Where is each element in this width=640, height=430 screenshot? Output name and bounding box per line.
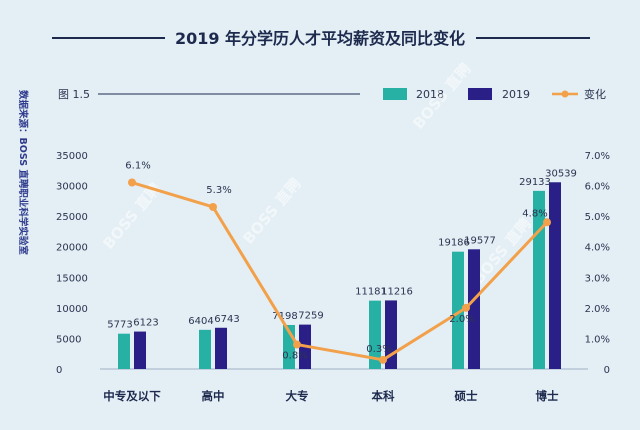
y-axis-left: 0 5000 10000 15000 20000 25000 30000 35000	[56, 151, 88, 376]
y-right-tick-label: 0	[604, 365, 610, 376]
y-right-tick-label: 4.0%	[585, 243, 610, 254]
y-right-tick-label: 7.0%	[585, 151, 610, 162]
change-value-label: 2.0%	[449, 314, 474, 325]
category-label: 大专	[286, 389, 309, 403]
bar-value-label-2019: 19577	[464, 235, 496, 246]
bar-2018	[199, 329, 211, 369]
category-labels-group: 中专及以下 高中 大专 本科 硕士 博士	[103, 389, 559, 403]
bar-2019	[468, 249, 480, 369]
change-value-label: 5.3%	[206, 185, 231, 196]
category-label: 中专及以下	[103, 389, 161, 403]
bar-value-label-2018: 6404	[188, 316, 213, 327]
category-label: 硕士	[455, 389, 478, 403]
change-value-label: 0.8%	[282, 351, 307, 362]
change-point	[128, 178, 136, 187]
category-label: 本科	[372, 389, 395, 403]
chart-title: 2019 年分学历人才平均薪资及同比变化	[175, 29, 465, 48]
bar-2019	[134, 331, 146, 369]
bar-value-label-2018: 29133	[519, 177, 551, 188]
legend: 2018 2019 变化	[383, 87, 606, 101]
category-label: 高中	[202, 389, 225, 403]
y-left-tick-label: 20000	[56, 243, 88, 254]
figure-label: 图 1.5	[58, 88, 90, 101]
change-point	[209, 202, 217, 211]
legend-label-2018: 2018	[416, 88, 444, 101]
bar-2019	[549, 182, 561, 369]
change-line	[131, 181, 549, 362]
change-value-label: 0.3%	[366, 344, 391, 355]
change-line-group: 6.1% 5.3% 0.8% 0.3% 2.0% 4.8%	[125, 161, 551, 364]
bar-value-label-2018: 7198	[272, 311, 297, 322]
legend-marker-change	[561, 90, 569, 98]
watermark: BOSS 直聘	[239, 174, 304, 247]
bar-value-label-2018: 5773	[107, 320, 132, 331]
legend-swatch-2018	[383, 88, 407, 100]
bar-value-label-2018: 19186	[438, 238, 470, 249]
y-left-tick-label: 30000	[56, 182, 88, 193]
bar-2018	[452, 251, 464, 369]
bar-value-label-2019: 7259	[298, 311, 323, 322]
change-value-label: 4.8%	[522, 208, 547, 219]
category-label: 博士	[536, 389, 559, 403]
y-right-tick-label: 6.0%	[585, 182, 610, 193]
y-left-tick-label: 35000	[56, 151, 88, 162]
y-axis-right: 0 1.0% 2.0% 3.0% 4.0% 5.0% 6.0% 7.0%	[585, 151, 610, 376]
legend-label-change: 变化	[584, 87, 606, 101]
bar-value-label-2019: 11216	[381, 286, 413, 297]
bar-2019	[215, 327, 227, 369]
y-left-tick-label: 10000	[56, 304, 88, 315]
bar-value-label-2018: 11181	[355, 287, 387, 298]
change-value-label: 6.1%	[125, 161, 150, 172]
y-right-tick-label: 5.0%	[585, 212, 610, 223]
y-right-tick-label: 2.0%	[585, 304, 610, 315]
bar-value-label-2019: 6123	[133, 318, 158, 329]
change-point	[462, 303, 470, 312]
y-left-tick-label: 0	[56, 365, 62, 376]
y-left-tick-label: 5000	[56, 334, 81, 345]
y-right-tick-label: 3.0%	[585, 273, 610, 284]
y-right-tick-label: 1.0%	[585, 334, 610, 345]
y-left-tick-label: 25000	[56, 212, 88, 223]
bar-2018	[369, 300, 381, 369]
bar-value-label-2019: 30539	[545, 168, 577, 179]
bar-2018	[118, 333, 130, 369]
source-note: 数据来源：BOSS 直聘职业科学实验室	[17, 89, 29, 255]
y-left-tick-label: 15000	[56, 273, 88, 284]
change-point	[379, 355, 387, 364]
bar-value-label-2019: 6743	[214, 314, 239, 325]
change-point	[543, 218, 551, 227]
legend-swatch-2019	[468, 88, 492, 100]
legend-label-2019: 2019	[502, 88, 530, 101]
change-point	[293, 340, 301, 349]
